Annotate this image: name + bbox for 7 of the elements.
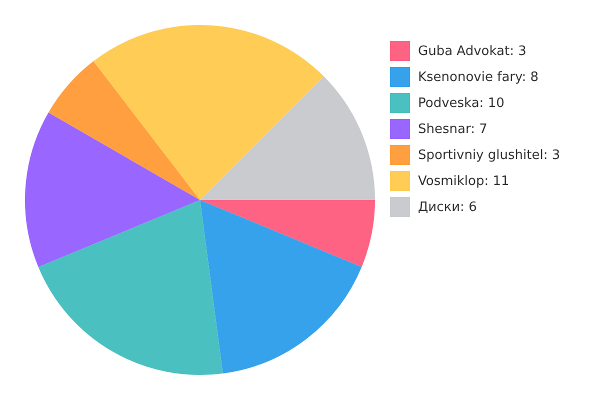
legend-label: Shesnar: 7: [418, 122, 488, 136]
legend-label: Ksenonovie fary: 8: [418, 70, 539, 84]
legend-label: Podveska: 10: [418, 96, 504, 110]
legend-label: Sportivniy glushitel: 3: [418, 148, 560, 162]
legend-label: Vosmiklop: 11: [418, 174, 510, 188]
legend-label: Guba Advokat: 3: [418, 44, 526, 58]
legend-label: Диски: 6: [418, 200, 477, 214]
